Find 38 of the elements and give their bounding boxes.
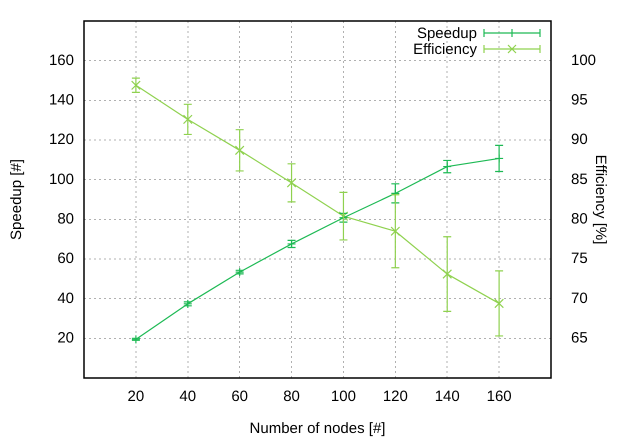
y2-tick-label: 90 <box>571 131 588 148</box>
point <box>234 145 245 156</box>
y2-tick-label: 80 <box>571 210 588 228</box>
x-tick-label: 40 <box>179 388 196 406</box>
x-tick-label: 20 <box>128 388 144 406</box>
y-tick-label: 140 <box>48 91 74 108</box>
x-tick-label: 120 <box>382 388 408 406</box>
y2-tick-label: 75 <box>571 250 588 268</box>
y2-tick-label: 95 <box>571 91 588 108</box>
y2-tick-label: 70 <box>571 290 588 307</box>
legend-label: Efficiency <box>413 40 477 58</box>
y2-tick-label: 100 <box>571 52 596 69</box>
y2-tick-label: 65 <box>571 329 588 346</box>
y2-axis-title: Efficiency [%] <box>592 154 609 244</box>
point <box>494 298 504 308</box>
x-tick-label: 140 <box>434 388 460 406</box>
legend-label: Speedup <box>416 24 477 42</box>
y-tick-label: 160 <box>48 52 74 69</box>
x-tick-label: 160 <box>486 388 512 406</box>
y-axis-title: Speedup [#] <box>8 159 26 240</box>
point <box>182 114 193 124</box>
y-tick-label: 100 <box>48 170 74 188</box>
y-tick-label: 20 <box>57 329 74 346</box>
x-tick-label: 80 <box>283 388 300 406</box>
x-tick-label: 60 <box>231 388 248 406</box>
point <box>131 80 141 90</box>
point <box>286 178 296 188</box>
x-axis-title: Number of nodes [#] <box>250 420 386 438</box>
y-tick-label: 120 <box>48 131 74 148</box>
point <box>183 299 192 308</box>
y2-tick-label: 85 <box>571 170 588 188</box>
y-tick-label: 60 <box>57 250 74 268</box>
x-tick-label: 100 <box>330 388 356 406</box>
y-tick-label: 40 <box>57 290 74 307</box>
point <box>442 269 452 279</box>
point <box>235 267 244 277</box>
y-tick-label: 80 <box>57 210 74 228</box>
point <box>390 226 400 236</box>
